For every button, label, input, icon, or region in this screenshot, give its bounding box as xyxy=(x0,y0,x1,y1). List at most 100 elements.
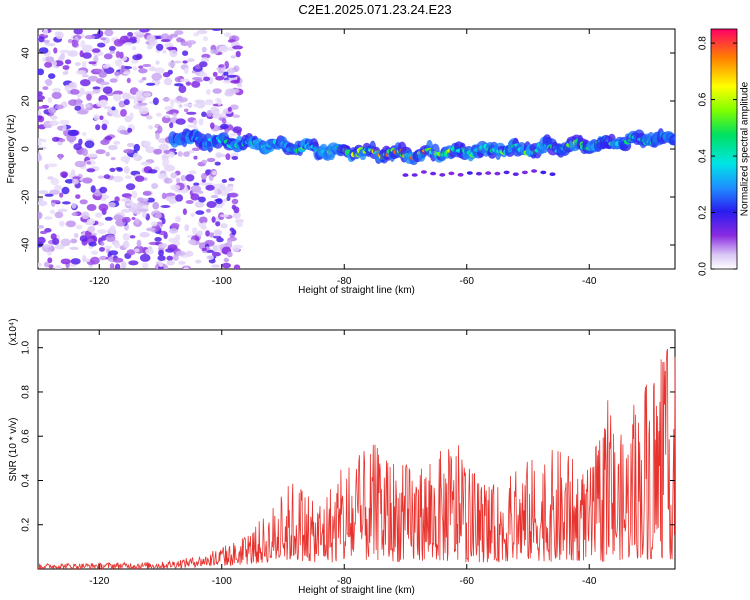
figure-title: C2E1.2025.071.23.24.E23 xyxy=(298,2,451,17)
spectrogram-cell xyxy=(178,260,186,265)
spectrogram-cell xyxy=(108,144,118,151)
spectrogram-cell xyxy=(162,97,171,102)
spectrogram-cell xyxy=(201,46,207,53)
spectrogram-cell xyxy=(64,84,70,92)
spectrogram-y-tick-label: -20 xyxy=(21,189,32,204)
spectrogram-cell xyxy=(137,197,144,203)
spectrogram-cell xyxy=(170,172,177,179)
spectrogram-cell xyxy=(226,251,233,258)
spectrogram-cell xyxy=(109,225,116,234)
spectrogram-cell xyxy=(86,204,97,211)
spectrogram-cell xyxy=(148,125,154,130)
spectrogram-cell xyxy=(121,216,131,223)
spectrogram-cell xyxy=(229,104,239,110)
spectrogram-cell xyxy=(70,258,81,265)
spectrogram-cell xyxy=(162,49,167,54)
spectrogram-cell xyxy=(62,65,70,70)
spectrogram-cell xyxy=(228,185,234,192)
spectrogram-cell xyxy=(60,238,71,247)
spectrogram-cell xyxy=(48,264,54,269)
spectrogram-cell xyxy=(206,255,215,261)
spectrogram-cell xyxy=(147,169,158,174)
spectrogram-cell xyxy=(70,238,78,244)
spectrogram-cell xyxy=(133,104,141,110)
spectrogram-cell xyxy=(70,169,76,176)
spectrogram-cell xyxy=(65,220,77,228)
spectrogram-cell xyxy=(129,235,136,239)
spectrogram-cell xyxy=(135,90,146,98)
spectrogram-cell xyxy=(237,83,243,88)
spectrogram-cell xyxy=(150,221,158,227)
spectrogram-cell xyxy=(142,191,152,196)
spectrogram-cell xyxy=(61,186,70,195)
spectrogram-cell xyxy=(221,118,227,124)
spectrogram-cell xyxy=(95,212,103,218)
spectrogram-cell xyxy=(212,113,222,119)
spectrogram-cell xyxy=(100,99,108,106)
spectrogram-cell xyxy=(169,33,178,38)
spectrogram-cell xyxy=(177,151,183,157)
spectrogram-cell xyxy=(156,112,162,117)
spectrogram-cell xyxy=(89,232,98,236)
spectrogram-cell xyxy=(52,87,62,93)
snr-y-axis-label: SNR (10 * v/v) xyxy=(8,418,19,482)
spectrogram-cell xyxy=(110,157,116,161)
spectrogram-cell xyxy=(126,77,131,84)
spectrogram-cell xyxy=(99,186,108,194)
snr-y-ticks: 0.2 0.4 0.6 0.8 1.0 xyxy=(21,340,675,532)
spectrogram-cell xyxy=(141,262,149,269)
spectrogram-cell xyxy=(161,217,166,225)
spectrogram-cell xyxy=(146,115,153,120)
spectrogram-cell xyxy=(38,211,43,220)
spectrogram-cell xyxy=(103,174,111,179)
spectrogram-cell xyxy=(113,90,123,95)
spectrogram-cell xyxy=(206,201,217,208)
snr-x-tick-label: -60 xyxy=(460,576,475,587)
spectrogram-cell xyxy=(225,153,231,161)
spectrogram-cell xyxy=(223,257,230,263)
spectrogram-cell xyxy=(49,209,56,214)
spectrogram-cell xyxy=(157,125,163,134)
spectrogram-cell xyxy=(125,183,136,191)
spectrogram-cell xyxy=(120,198,131,202)
spectrogram-cell xyxy=(100,139,110,145)
spectrogram-cell xyxy=(45,43,56,47)
spectrogram-cell xyxy=(229,132,238,136)
spectrogram-cell xyxy=(108,45,116,52)
spectrogram-cell xyxy=(151,183,159,189)
spectrogram-cell xyxy=(38,200,48,207)
colorbar-tick-label: 0.0 xyxy=(698,262,709,276)
spectrogram-cell xyxy=(113,242,121,249)
spectrogram-cell xyxy=(109,263,115,269)
spectrogram-cell xyxy=(101,123,108,131)
spectrogram-cell xyxy=(86,161,92,165)
spectrogram-cell xyxy=(236,221,243,228)
spectrogram-cell xyxy=(210,195,219,198)
spectrogram-cell xyxy=(212,88,222,94)
spectrogram-cell xyxy=(112,93,122,102)
spectrogram-cell xyxy=(466,171,473,175)
spectrogram-cell xyxy=(58,220,65,227)
spectrogram-cell xyxy=(120,65,125,73)
spectrogram-cell xyxy=(119,129,128,135)
spectrogram-cell xyxy=(140,161,151,166)
spectrogram-cell xyxy=(158,249,164,257)
spectrogram-cell xyxy=(67,38,73,44)
spectrogram-cell xyxy=(220,123,229,130)
spectrogram-cell xyxy=(205,184,215,191)
spectrogram-cell xyxy=(92,86,101,90)
spectrogram-cell xyxy=(55,265,62,269)
spectrogram-cell xyxy=(71,202,77,209)
snr-x-tick-label: -80 xyxy=(337,576,352,587)
spectrogram-cell xyxy=(38,91,43,96)
spectrogram-cell xyxy=(102,86,113,94)
spectrogram-cell xyxy=(138,106,149,115)
spectrogram-cell xyxy=(104,136,113,141)
spectrogram-cell xyxy=(163,77,173,86)
spectrogram-cell xyxy=(54,244,65,250)
spectrogram-cell xyxy=(82,52,92,59)
spectrogram-cell xyxy=(57,208,68,212)
snr-x-tick-label: -120 xyxy=(89,576,109,587)
spectrogram-cell xyxy=(162,158,170,165)
spectrogram-cell xyxy=(124,42,133,46)
